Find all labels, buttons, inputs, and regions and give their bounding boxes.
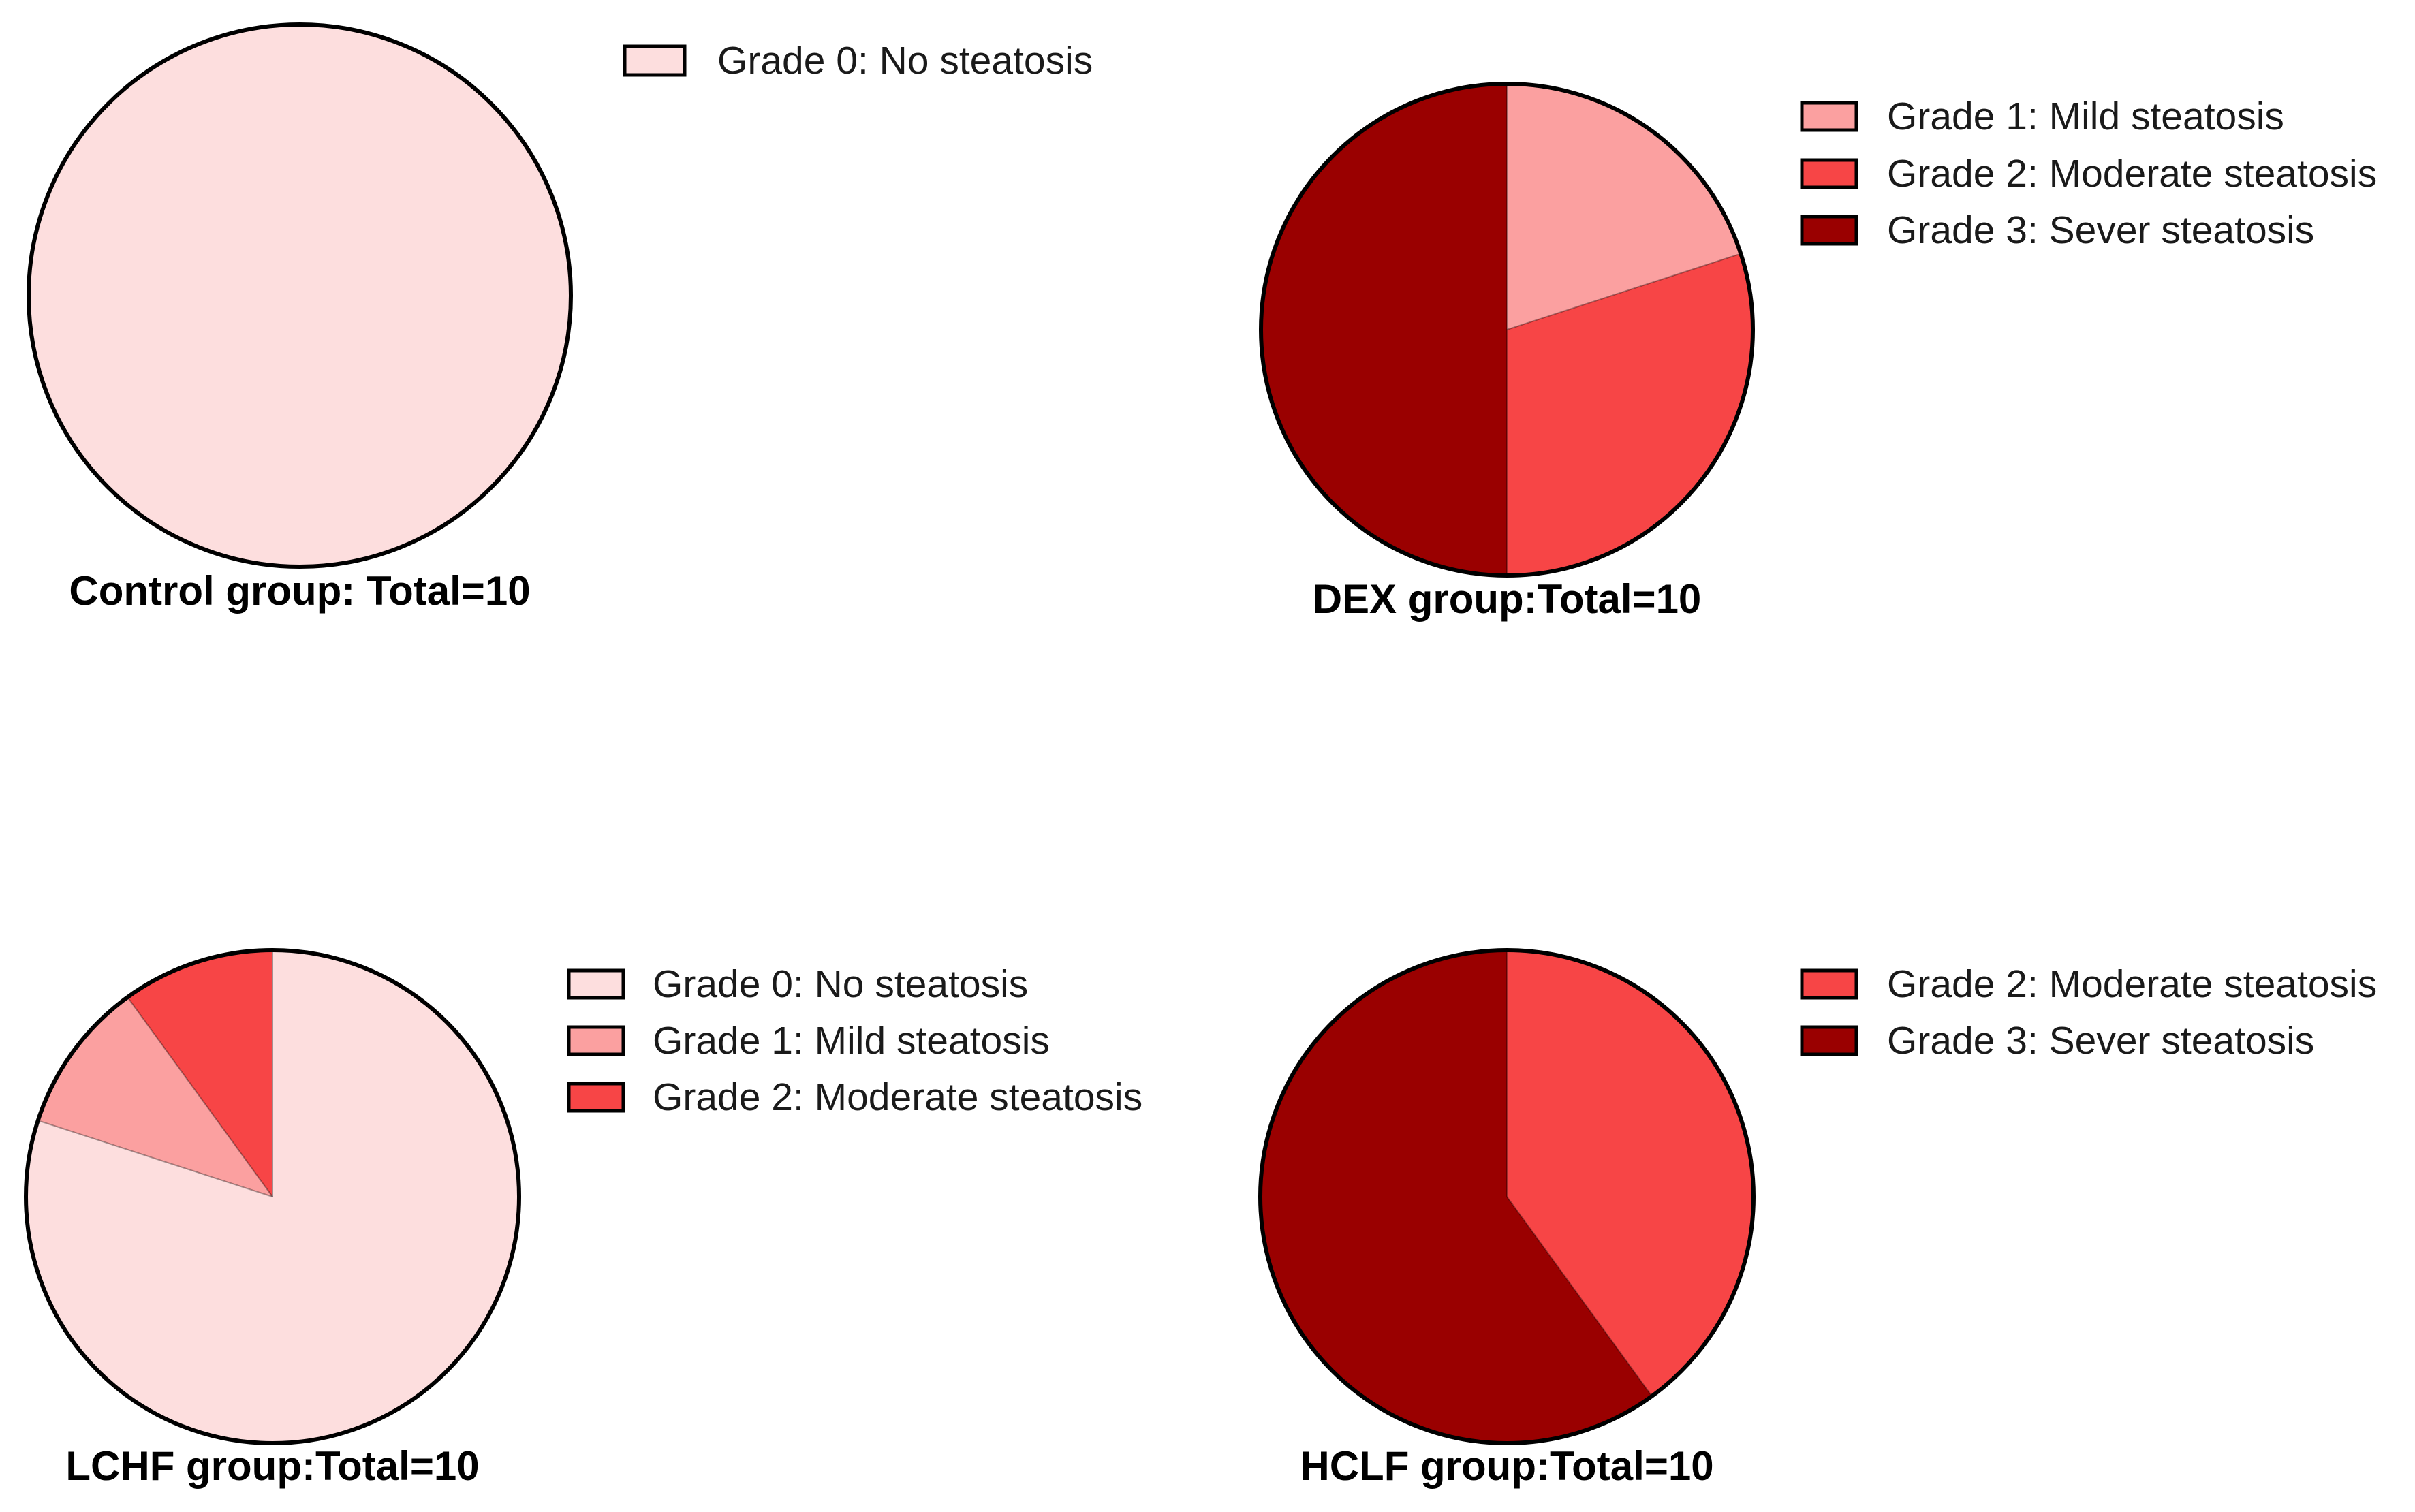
lchf-pie-slice-grade2 — [127, 950, 272, 1197]
dex-group-panel: DEX group:Total=10 Grade 1: Mild steatos… — [1259, 82, 2377, 622]
hclf-pie-divider — [1506, 1196, 1653, 1397]
dex-pie-slice-grade3 — [1261, 84, 1507, 576]
dex-pie-slice-grade1 — [1507, 84, 1741, 330]
hclf-pie-outline — [1258, 948, 1756, 1445]
hclf-legend-swatch-grade2 — [1800, 968, 1858, 1000]
control-pie-slice-grade0 — [29, 25, 571, 567]
dex-legend-label-grade3: Grade 3: Sever steatosis — [1887, 208, 2314, 252]
dex-pie-slice-grade2 — [1507, 253, 1754, 576]
dex-pie-divider — [1506, 253, 1741, 330]
control-legend-label-grade0: Grade 0: No steatosis — [717, 39, 1093, 82]
dex-legend-swatch-grade2 — [1800, 158, 1858, 189]
hclf-pie-slice-grade3 — [1260, 950, 1652, 1443]
dex-legend-swatch-grade1 — [1800, 101, 1858, 132]
control-legend: Grade 0: No steatosis — [623, 39, 1093, 82]
hclf-legend-label-grade2: Grade 2: Moderate steatosis — [1887, 962, 2377, 1006]
control-pie — [27, 22, 573, 569]
lchf-legend: Grade 0: No steatosis Grade 1: Mild stea… — [567, 962, 1142, 1119]
lchf-pie — [24, 948, 521, 1445]
dex-pie-title: DEX group:Total=10 — [1313, 576, 1702, 622]
hclf-legend: Grade 2: Moderate steatosis Grade 3: Sev… — [1800, 962, 2377, 1062]
dex-legend: Grade 1: Mild steatosis Grade 2: Moderat… — [1800, 95, 2377, 252]
lchf-pie-divider — [127, 996, 273, 1197]
lchf-legend-label-grade2: Grade 2: Moderate steatosis — [653, 1075, 1142, 1119]
lchf-legend-swatch-grade0 — [567, 968, 625, 1000]
dex-legend-label-grade2: Grade 2: Moderate steatosis — [1887, 152, 2377, 195]
control-group-panel: Control group: Total=10 Grade 0: No stea… — [27, 22, 1093, 614]
lchf-pie-outline — [24, 948, 521, 1445]
dex-pie-outline — [1259, 82, 1755, 578]
control-pie-outline — [27, 22, 573, 569]
hclf-group-panel: HCLF group:Total=10 Grade 2: Moderate st… — [1258, 948, 2377, 1489]
lchf-legend-swatch-grade2 — [567, 1082, 625, 1113]
lchf-pie-slice-grade1 — [37, 997, 272, 1197]
lchf-pie-slice-grade0 — [26, 950, 520, 1443]
dex-legend-swatch-grade3 — [1800, 215, 1858, 246]
hclf-legend-label-grade3: Grade 3: Sever steatosis — [1887, 1019, 2314, 1062]
lchf-pie-divider — [37, 1120, 273, 1197]
hclf-pie-title: HCLF group:Total=10 — [1300, 1443, 1713, 1489]
control-legend-swatch-grade0 — [623, 44, 687, 77]
lchf-pie-title: LCHF group:Total=10 — [65, 1443, 479, 1489]
hclf-pie-slice-grade2 — [1507, 950, 1754, 1396]
hclf-legend-swatch-grade3 — [1800, 1025, 1858, 1056]
lchf-group-panel: LCHF group:Total=10 Grade 0: No steatosi… — [24, 948, 1142, 1489]
hclf-pie — [1258, 948, 1756, 1445]
lchf-legend-label-grade0: Grade 0: No steatosis — [653, 962, 1028, 1006]
dex-legend-label-grade1: Grade 1: Mild steatosis — [1887, 95, 2284, 138]
dex-pie — [1259, 82, 1755, 578]
lchf-legend-swatch-grade1 — [567, 1025, 625, 1056]
lchf-legend-label-grade1: Grade 1: Mild steatosis — [653, 1019, 1050, 1062]
control-pie-title: Control group: Total=10 — [69, 568, 530, 614]
